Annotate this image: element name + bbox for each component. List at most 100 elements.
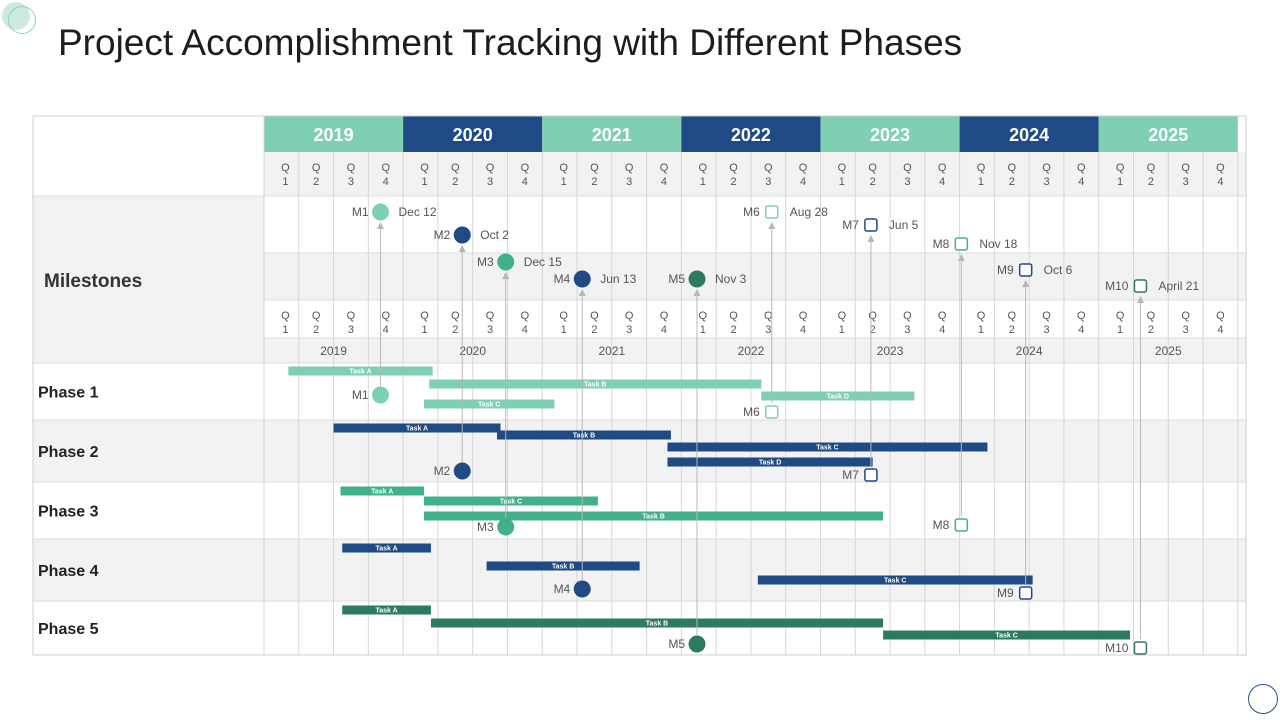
quarter-label: 2 <box>730 176 736 188</box>
quarter-label: Q <box>451 310 460 322</box>
year-header-label: 2019 <box>314 125 354 145</box>
quarter-label: 4 <box>661 324 667 336</box>
quarter-label: Q <box>868 310 877 322</box>
milestone-marker <box>573 580 591 598</box>
quarter-label: 1 <box>421 176 427 188</box>
quarter-label: Q <box>521 162 530 174</box>
task-label: Task B <box>642 514 664 521</box>
milestone-id: M7 <box>842 218 859 232</box>
year-subheader-bg <box>264 338 1246 363</box>
task-label: Task A <box>406 426 428 433</box>
milestone-id: M9 <box>997 586 1014 600</box>
quarter-label: Q <box>1116 310 1125 322</box>
quarter-label: Q <box>1077 310 1086 322</box>
milestone-date: Jun 13 <box>600 272 636 286</box>
year-subheader-label: 2025 <box>1155 344 1182 358</box>
task-bar <box>497 430 671 440</box>
quarter-label: Q <box>838 162 847 174</box>
milestone-marker <box>372 386 390 404</box>
milestones-label-bg <box>33 196 264 300</box>
quarter-label: Q <box>1216 162 1225 174</box>
year-header-2024 <box>959 116 1099 152</box>
quarter-label: 3 <box>1183 176 1189 188</box>
milestone-date: Dec 15 <box>524 255 562 269</box>
quarter-label: Q <box>590 310 599 322</box>
quarter-label: Q <box>938 310 947 322</box>
task-bar <box>340 486 424 496</box>
task-label: Task A <box>349 369 371 376</box>
milestone-marker <box>1133 279 1148 293</box>
task-label: Task A <box>376 546 398 553</box>
milestone-id: M9 <box>997 263 1014 277</box>
quarter-label: Q <box>799 162 808 174</box>
milestone-marker <box>864 468 878 482</box>
milestone-row-bg <box>264 253 1246 300</box>
quarter-label: 2 <box>1009 324 1015 336</box>
task-label: Task A <box>376 608 398 615</box>
quarter-label: 1 <box>282 324 288 336</box>
task-bar <box>429 379 762 389</box>
quarter-label: 1 <box>700 324 706 336</box>
quarter-label: Q <box>729 310 738 322</box>
quarter-label: 3 <box>626 324 632 336</box>
milestone-marker <box>573 270 591 288</box>
task-bar <box>883 630 1131 640</box>
milestone-arrow <box>1136 296 1144 303</box>
task-bar <box>423 511 884 521</box>
milestone-marker <box>688 635 706 653</box>
phase-row-bg <box>33 420 1246 482</box>
quarter-label: 3 <box>904 176 910 188</box>
page-title: Project Accomplishment Tracking with Dif… <box>58 22 963 63</box>
quarter-label: Q <box>1216 310 1225 322</box>
quarter-label: 1 <box>839 324 845 336</box>
quarter-label: 1 <box>1117 324 1123 336</box>
quarter-label: Q <box>281 162 290 174</box>
milestone-arrow <box>458 245 466 252</box>
quarter-label: Q <box>764 162 773 174</box>
milestone-date: Nov 18 <box>979 237 1017 251</box>
quarter-header-bg <box>264 152 1246 196</box>
quarter-label: Q <box>1147 162 1156 174</box>
phase-label: Phase 1 <box>38 385 99 402</box>
quarter-label: 4 <box>1217 324 1223 336</box>
quarter-label: Q <box>1077 162 1086 174</box>
year-header-label: 2022 <box>731 125 771 145</box>
quarter-label: 2 <box>870 324 876 336</box>
quarter-label: 4 <box>383 176 389 188</box>
year-header-label: 2025 <box>1148 125 1188 145</box>
year-subheader-label: 2024 <box>1016 344 1043 358</box>
quarter-label: Q <box>347 162 356 174</box>
task-label: Task B <box>646 621 668 628</box>
task-label: Task D <box>827 394 849 401</box>
milestone-id: M3 <box>477 520 494 534</box>
quarter-label: 3 <box>1183 324 1189 336</box>
quarter-label: Q <box>1007 310 1016 322</box>
quarter-label: 3 <box>1043 324 1049 336</box>
quarter-label: 2 <box>1009 176 1015 188</box>
task-label: Task C <box>500 499 522 506</box>
quarter-label: 3 <box>487 324 493 336</box>
quarter-label: 1 <box>839 176 845 188</box>
year-subheader-label: 2021 <box>598 344 625 358</box>
task-bar <box>486 561 640 571</box>
milestone-date: Oct 2 <box>480 228 509 242</box>
phase-label: Phase 3 <box>38 504 99 521</box>
milestone-date: Oct 6 <box>1044 263 1073 277</box>
task-bar <box>761 391 915 401</box>
task-label: Task C <box>478 402 500 409</box>
quarter-label: Q <box>312 162 321 174</box>
milestone-marker <box>1133 641 1148 655</box>
year-header-2023 <box>820 116 960 152</box>
milestone-arrow <box>768 222 776 229</box>
quarter-label: 4 <box>522 324 528 336</box>
milestone-date: Dec 12 <box>399 205 437 219</box>
quarter-label: 3 <box>487 176 493 188</box>
quarter-label: Q <box>312 310 321 322</box>
task-label: Task B <box>552 564 574 571</box>
milestone-marker <box>688 270 706 288</box>
quarter-label: 4 <box>1217 176 1223 188</box>
quarter-label: 2 <box>1148 176 1154 188</box>
milestone-id: M2 <box>434 464 451 478</box>
quarter-label: 4 <box>1078 324 1084 336</box>
